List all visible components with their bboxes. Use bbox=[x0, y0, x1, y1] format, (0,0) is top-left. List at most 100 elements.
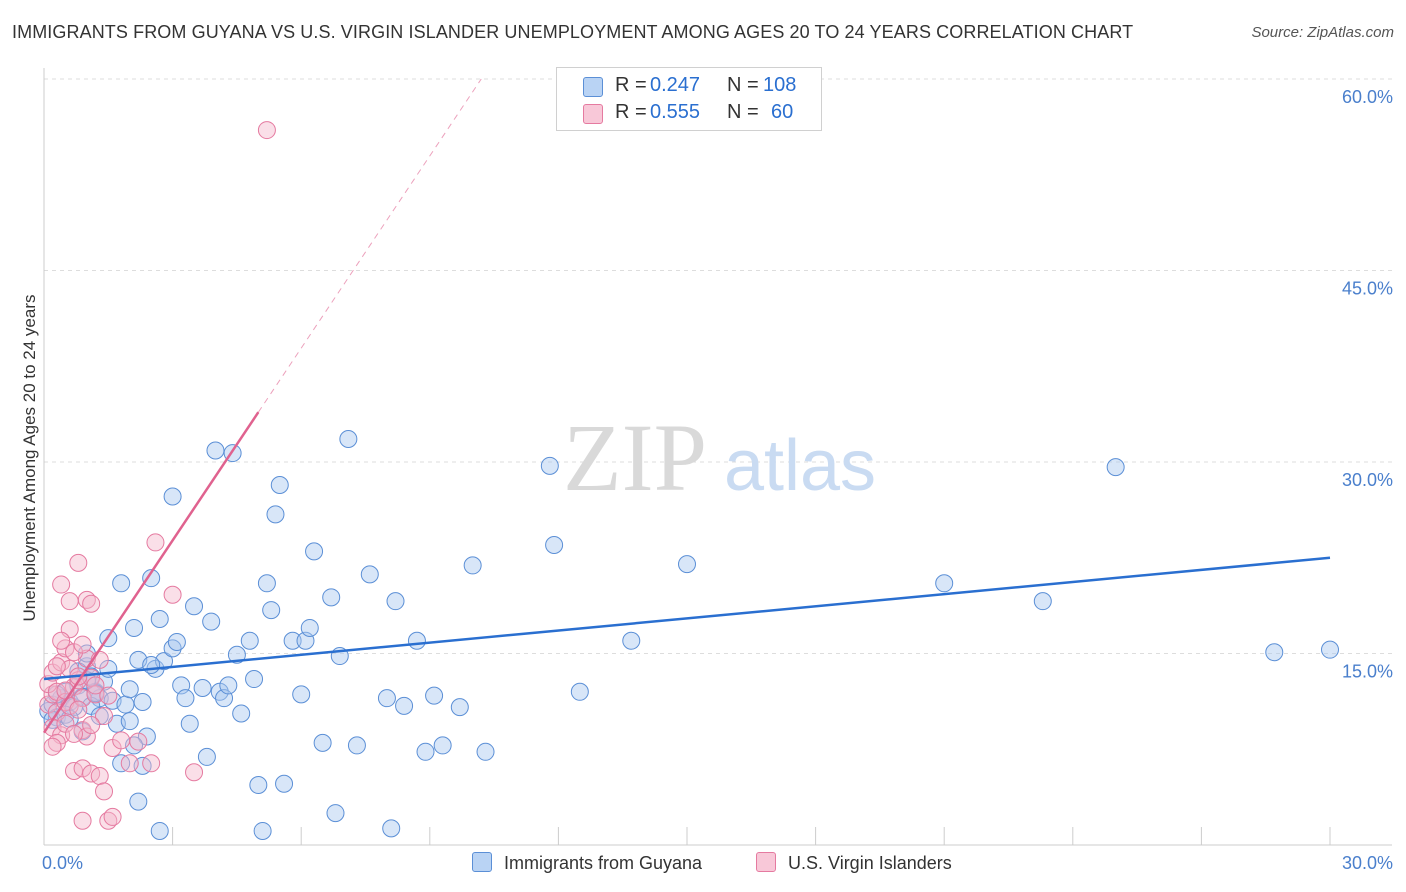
data-point-guyana bbox=[257, 574, 276, 593]
data-point-virgin-islanders bbox=[82, 594, 101, 613]
data-point-guyana bbox=[150, 610, 169, 629]
data-point-guyana bbox=[540, 456, 559, 475]
data-point-guyana bbox=[407, 631, 426, 650]
data-point-guyana bbox=[339, 430, 358, 449]
data-point-guyana bbox=[206, 441, 225, 460]
data-point-virgin-islanders bbox=[95, 707, 114, 726]
axes bbox=[43, 68, 1392, 846]
bottom-legend-swatch-blue bbox=[472, 852, 492, 872]
watermark-zip: ZIP bbox=[563, 404, 707, 511]
x-tick-label: 0.0% bbox=[42, 853, 83, 873]
legend-pink-r-label: R = bbox=[615, 101, 647, 123]
data-point-virgin-islanders bbox=[69, 553, 88, 572]
trend-lines bbox=[42, 78, 1331, 734]
data-point-guyana bbox=[476, 742, 495, 761]
data-point-virgin-islanders bbox=[52, 575, 71, 594]
y-tick-label: 15.0% bbox=[1342, 662, 1393, 682]
watermark-atlas: atlas bbox=[724, 426, 876, 506]
data-point-guyana bbox=[322, 588, 341, 607]
data-point-virgin-islanders bbox=[257, 121, 276, 140]
correlation-legend: R = 0.247 N = 108 R = 0.555 N = 60 bbox=[556, 67, 822, 131]
trend-line-virgin-islanders bbox=[42, 411, 260, 734]
data-point-guyana bbox=[416, 742, 435, 761]
y-axis-label: Unemployment Among Ages 20 to 24 years bbox=[20, 294, 39, 622]
data-point-virgin-islanders bbox=[82, 715, 101, 734]
data-point-guyana bbox=[386, 592, 405, 611]
data-point-guyana bbox=[219, 676, 238, 695]
bottom-legend-pink-label: U.S. Virgin Islanders bbox=[788, 853, 952, 873]
bottom-legend-swatch-pink bbox=[756, 852, 776, 872]
data-point-guyana bbox=[1033, 592, 1052, 611]
data-point-guyana bbox=[1265, 643, 1284, 662]
data-point-guyana bbox=[142, 655, 161, 674]
data-point-guyana bbox=[202, 612, 221, 631]
data-point-guyana bbox=[120, 712, 139, 731]
y-tick-label: 30.0% bbox=[1342, 470, 1393, 490]
data-point-guyana bbox=[245, 670, 264, 689]
data-point-guyana bbox=[163, 487, 182, 506]
data-point-guyana bbox=[266, 505, 285, 524]
data-point-guyana bbox=[545, 535, 564, 554]
legend-blue-r-label: R = bbox=[615, 74, 647, 96]
data-point-virgin-islanders bbox=[112, 731, 131, 750]
data-point-guyana bbox=[1321, 640, 1339, 659]
data-point-guyana bbox=[185, 597, 204, 616]
data-point-virgin-islanders bbox=[73, 811, 92, 830]
data-point-guyana bbox=[125, 618, 144, 637]
data-point-guyana bbox=[150, 821, 169, 840]
data-point-virgin-islanders bbox=[69, 700, 88, 719]
data-point-guyana bbox=[300, 618, 319, 637]
legend-pink-r-value: 0.555 bbox=[650, 101, 701, 123]
data-point-guyana bbox=[270, 475, 289, 494]
legend-blue-r-value: 0.247 bbox=[650, 74, 701, 96]
data-point-guyana bbox=[570, 682, 589, 701]
data-point-guyana bbox=[382, 819, 401, 838]
bottom-legend-blue: Immigrants from Guyana bbox=[472, 852, 702, 874]
trend-line-virgin-islanders-extension bbox=[257, 78, 482, 413]
data-point-guyana bbox=[292, 685, 311, 704]
data-point-guyana bbox=[176, 689, 195, 708]
data-point-guyana bbox=[253, 821, 272, 840]
legend-pink-n-label: N = bbox=[727, 101, 759, 123]
data-point-guyana bbox=[120, 680, 139, 699]
data-point-guyana bbox=[450, 698, 469, 717]
legend-blue-n-value: 108 bbox=[763, 74, 797, 96]
data-point-virgin-islanders bbox=[163, 585, 182, 604]
data-point-guyana bbox=[275, 774, 294, 793]
data-point-guyana bbox=[193, 678, 212, 697]
data-point-guyana bbox=[395, 696, 414, 715]
data-point-guyana bbox=[305, 542, 324, 561]
gridlines bbox=[44, 78, 1392, 654]
data-point-guyana bbox=[180, 714, 199, 733]
tick-labels: 15.0% 30.0% 45.0% 60.0% 0.0% 30.0% bbox=[42, 87, 1393, 873]
data-point-guyana bbox=[425, 686, 444, 705]
chart-title: IMMIGRANTS FROM GUYANA VS U.S. VIRGIN IS… bbox=[12, 22, 1134, 42]
data-point-guyana bbox=[142, 569, 161, 588]
legend-swatch-pink bbox=[583, 104, 603, 124]
data-point-guyana bbox=[935, 574, 954, 593]
bottom-legend-pink: U.S. Virgin Islanders bbox=[756, 852, 952, 874]
data-point-guyana bbox=[232, 704, 251, 723]
data-point-guyana bbox=[197, 747, 216, 766]
data-point-guyana bbox=[116, 695, 135, 714]
data-point-virgin-islanders bbox=[65, 724, 84, 743]
data-point-virgin-islanders bbox=[120, 754, 139, 773]
x-tick-label: 30.0% bbox=[1342, 853, 1393, 873]
data-point-guyana bbox=[167, 633, 186, 652]
data-point-guyana bbox=[133, 693, 152, 712]
trend-line-guyana bbox=[43, 556, 1331, 681]
data-point-guyana bbox=[129, 792, 148, 811]
data-point-virgin-islanders bbox=[86, 676, 105, 695]
data-point-virgin-islanders bbox=[52, 631, 71, 650]
data-point-virgin-islanders bbox=[47, 657, 66, 676]
data-point-guyana bbox=[112, 574, 131, 593]
data-point-guyana bbox=[1106, 458, 1125, 477]
data-point-guyana bbox=[326, 804, 345, 823]
watermark: ZIP atlas bbox=[563, 404, 876, 511]
data-point-guyana bbox=[240, 631, 259, 650]
legend-swatch-blue bbox=[583, 77, 603, 97]
data-point-virgin-islanders bbox=[99, 686, 118, 705]
data-point-virgin-islanders bbox=[60, 592, 79, 611]
data-point-virgin-islanders bbox=[43, 737, 62, 756]
